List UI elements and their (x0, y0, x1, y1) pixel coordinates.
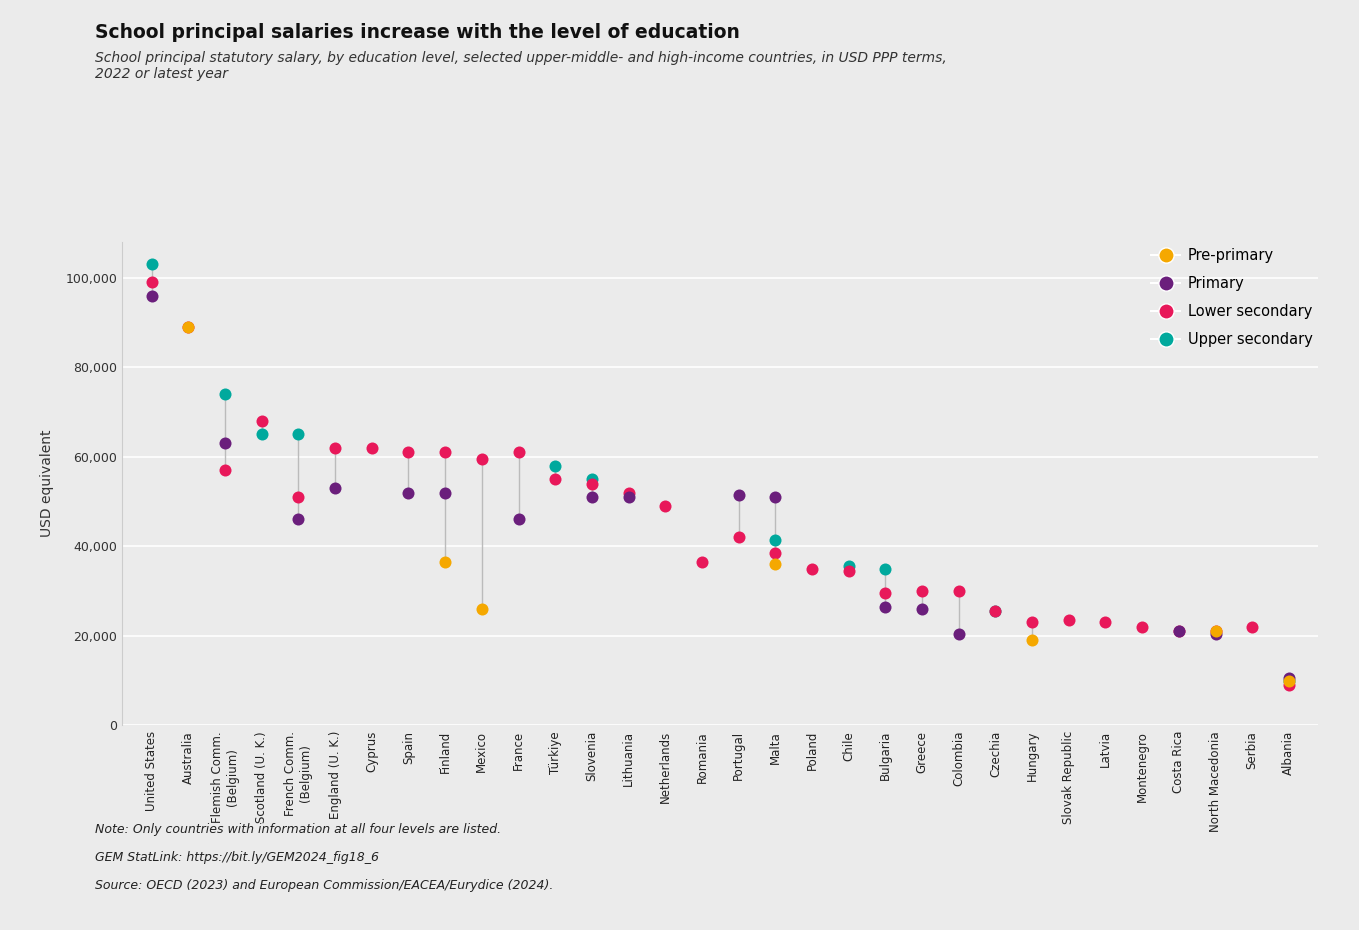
Point (508, 445, 530, 459)
Point (911, 602, 932, 617)
Point (215, 387, 236, 402)
Text: GEM StatLink: https://bit.ly/GEM2024_fig18_6: GEM StatLink: https://bit.ly/GEM2024_fig… (95, 851, 379, 864)
Point (141, 274, 163, 289)
Point (251, 427, 273, 442)
Point (1021, 615, 1042, 630)
Point (1277, 673, 1299, 688)
Point (545, 458, 567, 473)
Point (215, 463, 236, 478)
Point (764, 557, 786, 572)
Point (1277, 671, 1299, 685)
Point (947, 584, 969, 599)
Point (435, 445, 457, 459)
Point (435, 554, 457, 569)
Point (800, 561, 822, 576)
Point (1204, 624, 1226, 639)
Point (1167, 624, 1189, 639)
Point (141, 257, 163, 272)
Text: Note: Only countries with information at all four levels are listed.: Note: Only countries with information at… (95, 823, 501, 836)
Point (1167, 624, 1189, 639)
Point (435, 485, 457, 500)
Point (472, 602, 493, 617)
Point (582, 489, 603, 504)
Text: School principal statutory salary, by education level, selected upper-middle- an: School principal statutory salary, by ed… (95, 51, 947, 81)
Point (1057, 613, 1079, 628)
Text: Source: OECD (2023) and European Commission/EACEA/Eurydice (2024).: Source: OECD (2023) and European Commiss… (95, 879, 553, 892)
Point (582, 476, 603, 491)
Point (398, 485, 420, 500)
Point (178, 319, 200, 334)
Point (655, 498, 677, 513)
Point (692, 554, 713, 569)
Point (727, 530, 749, 545)
Point (1204, 624, 1226, 639)
Point (325, 481, 347, 496)
Legend: Pre-primary, Primary, Lower secondary, Upper secondary: Pre-primary, Primary, Lower secondary, U… (1146, 242, 1318, 352)
Point (874, 561, 896, 576)
Point (398, 445, 420, 459)
Point (874, 599, 896, 614)
Point (325, 440, 347, 455)
Point (178, 319, 200, 334)
Point (1204, 626, 1226, 641)
Point (727, 487, 749, 502)
Point (508, 512, 530, 527)
Point (582, 472, 603, 486)
Point (1131, 619, 1152, 634)
Point (472, 452, 493, 467)
Point (837, 559, 859, 574)
Point (874, 586, 896, 601)
Point (618, 485, 640, 500)
Point (288, 512, 310, 527)
Point (1277, 673, 1299, 688)
Point (141, 288, 163, 303)
Point (1021, 633, 1042, 648)
Point (947, 626, 969, 641)
Point (764, 532, 786, 547)
Point (911, 584, 932, 599)
Y-axis label: USD equivalent: USD equivalent (41, 430, 54, 538)
Point (764, 489, 786, 504)
Point (984, 604, 1006, 618)
Point (545, 472, 567, 486)
Point (251, 414, 273, 429)
Point (618, 489, 640, 504)
Point (1241, 619, 1263, 634)
Point (837, 564, 859, 578)
Point (1094, 615, 1116, 630)
Point (984, 604, 1006, 618)
Point (1277, 678, 1299, 693)
Point (361, 440, 383, 455)
Point (764, 546, 786, 561)
Point (288, 427, 310, 442)
Point (215, 436, 236, 451)
Point (288, 489, 310, 504)
Text: School principal salaries increase with the level of education: School principal salaries increase with … (95, 23, 741, 42)
